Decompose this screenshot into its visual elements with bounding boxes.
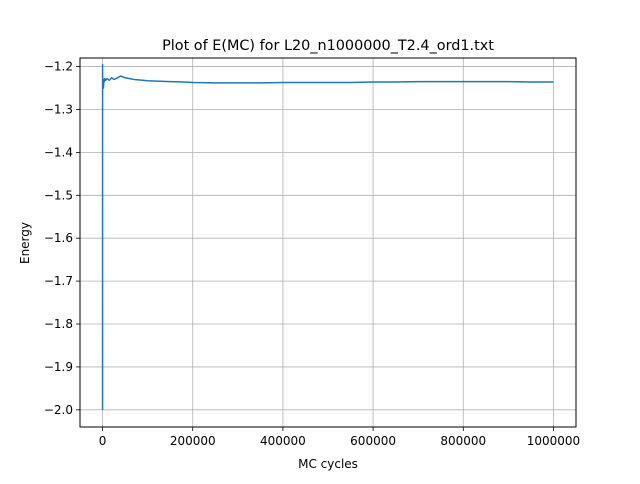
x-tick-label: 800000 bbox=[440, 434, 486, 448]
y-tick-label: −1.4 bbox=[44, 145, 73, 159]
y-tick-label: −1.3 bbox=[44, 102, 73, 116]
x-tick-label: 1000000 bbox=[527, 434, 580, 448]
x-tick-label: 0 bbox=[99, 434, 107, 448]
y-tick-label: −1.5 bbox=[44, 188, 73, 202]
y-tick-label: −1.8 bbox=[44, 317, 73, 331]
x-axis-ticks: 0 200000 400000 600000 800000 1000000 bbox=[99, 427, 580, 448]
y-tick-label: −2.0 bbox=[44, 403, 73, 417]
series-line bbox=[101, 63, 554, 410]
x-tick-label: 200000 bbox=[170, 434, 216, 448]
y-axis-ticks: −1.2 −1.3 −1.4 −1.5 −1.6 −1.7 −1.8 −1.9 −2.0 bbox=[44, 60, 80, 417]
y-tick-label: −1.6 bbox=[44, 231, 73, 245]
chart-title: Plot of E(MC) for L20_n1000000_T2.4_ord1… bbox=[162, 38, 494, 54]
axes-frame bbox=[79, 57, 577, 428]
grid bbox=[80, 58, 576, 427]
y-tick-label: −1.7 bbox=[44, 274, 73, 288]
y-tick-label: −1.9 bbox=[44, 360, 73, 374]
x-axis-label: MC cycles bbox=[298, 457, 358, 471]
y-axis-label: Energy bbox=[18, 222, 32, 264]
series-layer bbox=[101, 63, 554, 410]
x-tick-label: 400000 bbox=[260, 434, 306, 448]
x-tick-label: 600000 bbox=[350, 434, 396, 448]
y-tick-label: −1.2 bbox=[44, 60, 73, 74]
